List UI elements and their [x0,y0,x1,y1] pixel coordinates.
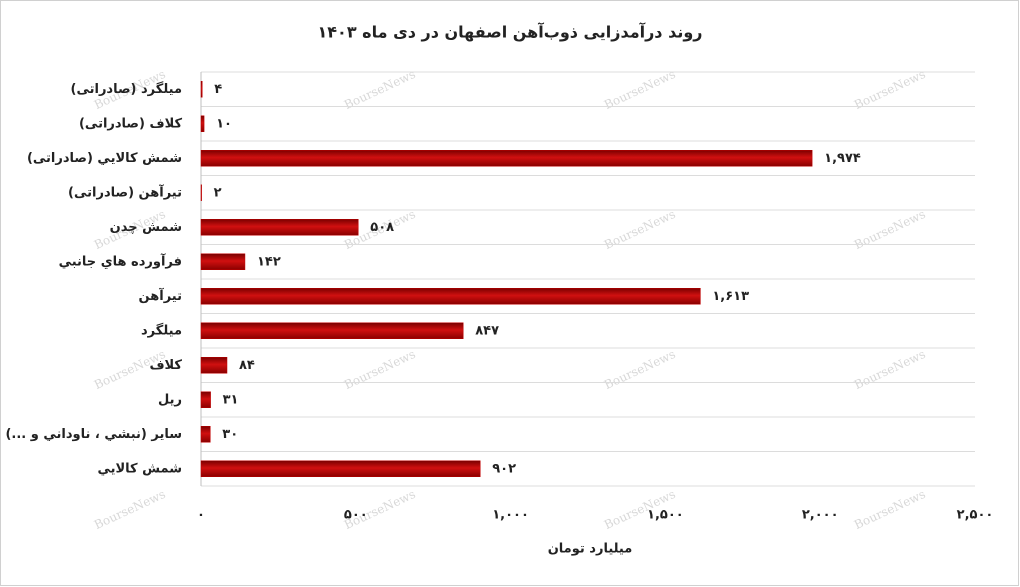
value-label: ۱,۶۱۳ [712,289,749,304]
bar [200,150,813,167]
value-label: ۳۰ [222,427,238,442]
y-tick-label: ریل [158,392,182,407]
bar [200,391,211,408]
y-tick-label: شمش كالايي (صادراتی) [27,151,182,166]
bar [200,460,481,477]
y-tick-label: تیرآهن (صادراتی) [68,183,182,200]
value-label: ۴ [214,82,222,97]
value-label: ۹۰۲ [492,461,516,476]
x-tick-label: ۱,۰۰۰ [492,508,529,523]
bar [200,184,202,201]
value-label: ۸۴ [239,358,255,373]
x-tick-label: ۱,۵۰۰ [647,508,684,523]
x-tick-label: ۲,۰۰۰ [802,508,839,523]
y-tick-label: فرآورده هاي جانبي [59,252,182,269]
bar [200,322,464,339]
bar [200,219,359,236]
bar [200,253,246,270]
chart-title: روند درآمدزایی ذوب‌آهن اصفهان در دی ماه … [318,22,703,42]
x-tick-label: ۲,۵۰۰ [957,508,994,523]
value-label: ۸۴۷ [475,323,499,338]
bar [200,288,701,305]
value-label: ۱۰ [216,116,232,131]
value-label: ۳۱ [223,392,239,407]
x-tick-label: ۰ [197,508,205,523]
value-label: ۵۰۸ [370,220,394,235]
value-label: ۲ [214,185,222,200]
x-axis-title: میلیارد تومان [548,542,633,557]
bar [200,115,205,132]
y-tick-label: تیرآهن [139,287,182,304]
y-tick-label: شمش چدن [110,220,182,235]
bar [200,81,203,98]
value-label: ۱۴۲ [257,254,281,269]
y-tick-label: میلگرد (صادراتی) [71,81,182,97]
bar [200,426,211,443]
x-tick-label: ۵۰۰ [344,508,368,523]
value-label: ۱,۹۷۴ [824,151,861,166]
y-tick-label: میلگرد [141,322,182,338]
y-tick-label: ساير (نبشي ، ناوداني و ...) [5,427,182,442]
y-tick-label: کلاف (صادراتی) [79,116,182,131]
y-tick-label: کلاف [149,358,182,373]
y-tick-label: شمش كالايي [97,461,182,476]
bar [200,357,228,374]
